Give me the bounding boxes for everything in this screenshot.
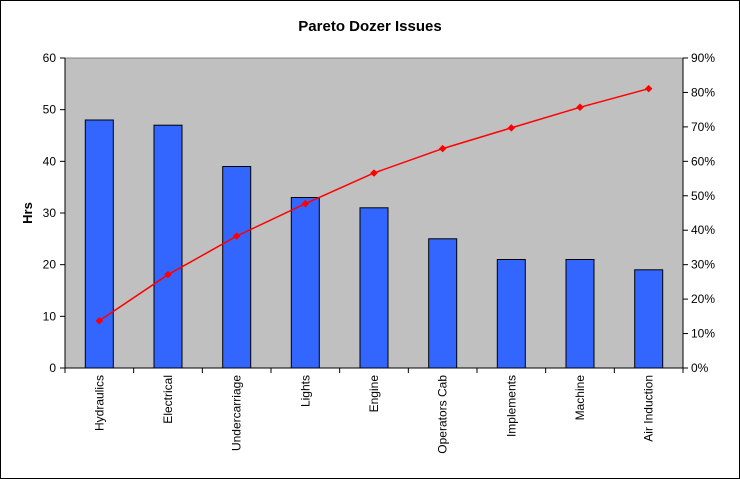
bar-hydraulics <box>84 119 114 369</box>
y2-tick-label: 80% <box>691 85 715 99</box>
y2-tick-label: 20% <box>691 292 715 306</box>
y2-tick-label: 10% <box>691 327 715 341</box>
x-tick-label: Air Induction <box>642 375 656 442</box>
bar-series <box>84 119 664 369</box>
bar-undercarriage <box>222 166 252 369</box>
x-tick-label: Machine <box>573 375 587 421</box>
y2-tick-label: 70% <box>691 120 715 134</box>
axes: 0 10 20 30 40 50 60 0% 10% 20% 30% 40% 50% 60% 70% 80% 9… <box>43 51 716 454</box>
y-tick-label: 10 <box>43 309 57 323</box>
x-tick-label: Lights <box>298 375 312 407</box>
y-tick-label: 20 <box>43 258 57 272</box>
y2-tick-label: 50% <box>691 189 715 203</box>
x-tick-label: Hydraulics <box>92 375 106 431</box>
line-point-electrical <box>164 270 172 279</box>
y-tick-label: 0 <box>49 361 56 375</box>
x-tick-label: Undercarriage <box>230 375 244 451</box>
y-tick-label: 60 <box>43 51 57 65</box>
y2-tick-label: 60% <box>691 154 715 168</box>
bar-air-induction <box>634 269 664 369</box>
bar-electrical <box>153 124 183 369</box>
x-tick-label: Electrical <box>161 375 175 424</box>
line-point-implements <box>507 124 516 132</box>
y2-tick-label: 0% <box>691 361 709 375</box>
line-point-undercarriage <box>232 232 241 240</box>
bar-machine <box>565 259 595 369</box>
y-tick-label: 50 <box>43 103 57 117</box>
x-tick-label: Operators Cab <box>436 375 450 454</box>
bar-lights <box>290 197 320 369</box>
line-point-machine <box>576 103 584 112</box>
line-point-operators-cab <box>438 144 447 153</box>
chart-title: Pareto Dozer Issues <box>298 18 441 35</box>
y-tick-label: 30 <box>43 206 57 220</box>
y2-tick-label: 90% <box>691 51 715 65</box>
bar-implements <box>496 259 526 369</box>
x-tick-label: Implements <box>504 375 518 437</box>
y2-tick-label: 40% <box>691 223 715 237</box>
y2-tick-label: 30% <box>691 258 715 272</box>
line-point-air-induction <box>644 84 653 93</box>
x-tick-label: Engine <box>367 375 381 413</box>
line-point-lights <box>301 199 310 208</box>
bar-engine <box>359 207 389 369</box>
cumulative-line-series <box>95 84 653 325</box>
bar-operators-cab <box>428 238 458 369</box>
y-axis-label: Hrs <box>20 202 35 224</box>
line-point-hydraulics <box>95 316 104 325</box>
line-point-engine <box>370 169 378 177</box>
y-tick-label: 40 <box>43 154 57 168</box>
